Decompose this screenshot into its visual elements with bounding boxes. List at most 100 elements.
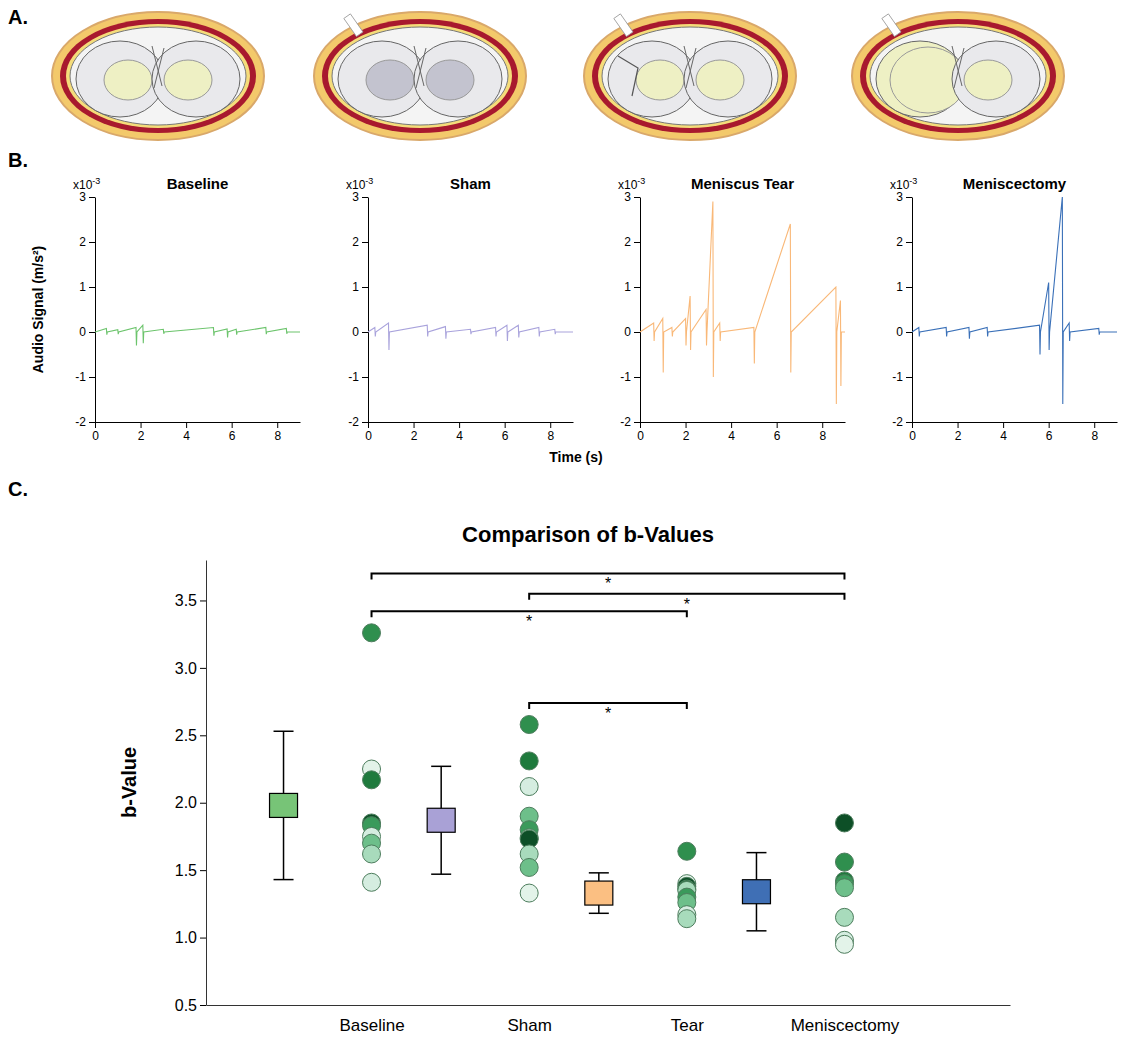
cartilage: [696, 60, 744, 100]
tick-mark: [505, 422, 506, 428]
tick: -1: [620, 370, 640, 384]
tick-mark: [1094, 422, 1095, 428]
fat-band: [866, 24, 1050, 128]
tick-label: Sham: [507, 1016, 551, 1035]
tick-mark: [640, 422, 641, 428]
tick-label: 1: [79, 280, 86, 294]
tick-label: 2: [955, 429, 962, 443]
tick-mark: [731, 422, 732, 428]
tick-mark: [550, 422, 551, 428]
tick-mark: [200, 938, 206, 939]
tick: 3.0: [175, 659, 206, 676]
tick-mark: [89, 377, 95, 378]
line-panel: 02468-2-10123Meniscectomyx10-3: [890, 175, 1118, 443]
tick-mark: [232, 422, 233, 428]
meniscus: [76, 41, 164, 117]
multiplier-exponent: -3: [637, 176, 645, 186]
muscle-band: [592, 19, 788, 133]
plot-area: [95, 325, 300, 345]
incision: [614, 14, 633, 37]
subject-point: [678, 842, 696, 860]
tick-mark: [200, 735, 206, 736]
tick-mark: [362, 287, 368, 288]
cartilage: [104, 60, 152, 100]
plot-area: [640, 202, 845, 405]
skin: [314, 12, 526, 140]
knee-diagram: [852, 12, 1064, 140]
axis-line: [95, 198, 96, 423]
tick: Tear: [671, 1005, 704, 1035]
subject-point: [363, 624, 381, 642]
fat-band: [66, 24, 250, 128]
ligament: [152, 46, 164, 88]
tibial-plateau: [870, 27, 1046, 125]
tick-label: 6: [774, 429, 781, 443]
skin: [852, 12, 1064, 140]
subject-point: [363, 873, 381, 891]
significance-label: *: [684, 596, 690, 613]
tick-mark: [200, 1005, 206, 1006]
tick-label: 4: [1000, 429, 1007, 443]
tick-mark: [200, 600, 206, 601]
tick: 2: [79, 235, 95, 249]
tick: 1.0: [175, 929, 206, 946]
tick-mark: [459, 422, 460, 428]
plot-area: [912, 197, 1117, 404]
x-axis: 02468: [637, 422, 845, 443]
subject-point: [363, 771, 381, 789]
error-cap: [589, 872, 609, 874]
tick-mark: [634, 197, 640, 198]
multiplier-exponent: -3: [92, 176, 100, 186]
tick-label: 0: [79, 325, 86, 339]
tick: 2.0: [175, 794, 206, 811]
panel-label: B.: [8, 149, 28, 171]
tick-label: -1: [75, 370, 86, 384]
tick-mark: [634, 287, 640, 288]
error-cap: [431, 873, 451, 875]
figure: A.02468-2-10123Baselinex10-3Audio Signal…: [0, 0, 1134, 1049]
tick-mark: [200, 803, 206, 804]
multiplier-exponent: -3: [365, 176, 373, 186]
tick-label: 8: [547, 429, 554, 443]
signal-line: [640, 202, 845, 405]
tick-label: 3: [79, 190, 86, 204]
axis-multiplier: x10-3: [618, 176, 645, 192]
tibial-plateau: [332, 27, 508, 125]
tick-label: -2: [348, 415, 359, 429]
tick: 1: [896, 280, 912, 294]
ligament: [684, 46, 696, 88]
chart-title: Comparison of b-Values: [462, 522, 714, 547]
tick-label: 2: [79, 235, 86, 249]
tick: 3: [352, 190, 368, 204]
subject-point: [520, 778, 538, 796]
subject-point: [520, 716, 538, 734]
tick-label: -2: [75, 415, 86, 429]
tick: -2: [892, 415, 912, 429]
tick: 0: [352, 325, 368, 339]
tick-mark: [906, 242, 912, 243]
tick: -2: [348, 415, 368, 429]
tick-mark: [414, 422, 415, 428]
tick-label: 0: [352, 325, 359, 339]
line-panel: 02468-2-10123Baselinex10-3: [73, 175, 301, 443]
subject-point: [835, 853, 853, 871]
tick-label: 2: [896, 235, 903, 249]
subject-point: [835, 935, 853, 953]
tick-label: 0: [896, 325, 903, 339]
subject-point: [678, 910, 696, 928]
ligament: [952, 46, 964, 88]
tick: 0: [637, 422, 644, 443]
axis-line: [207, 1005, 1011, 1006]
tick-label: 2: [624, 235, 631, 249]
tibial-plateau: [602, 27, 778, 125]
multiplier-base: x10: [73, 178, 93, 192]
tick: 1: [352, 280, 368, 294]
meniscus: [338, 41, 426, 117]
significance-label: *: [526, 613, 532, 630]
tick-label: 0: [624, 325, 631, 339]
x-axis: 02468: [909, 422, 1117, 443]
tick: 8: [819, 422, 826, 443]
tick: 2: [624, 235, 640, 249]
tick: 4: [728, 422, 735, 443]
tick-label: Meniscectomy: [791, 1016, 900, 1035]
